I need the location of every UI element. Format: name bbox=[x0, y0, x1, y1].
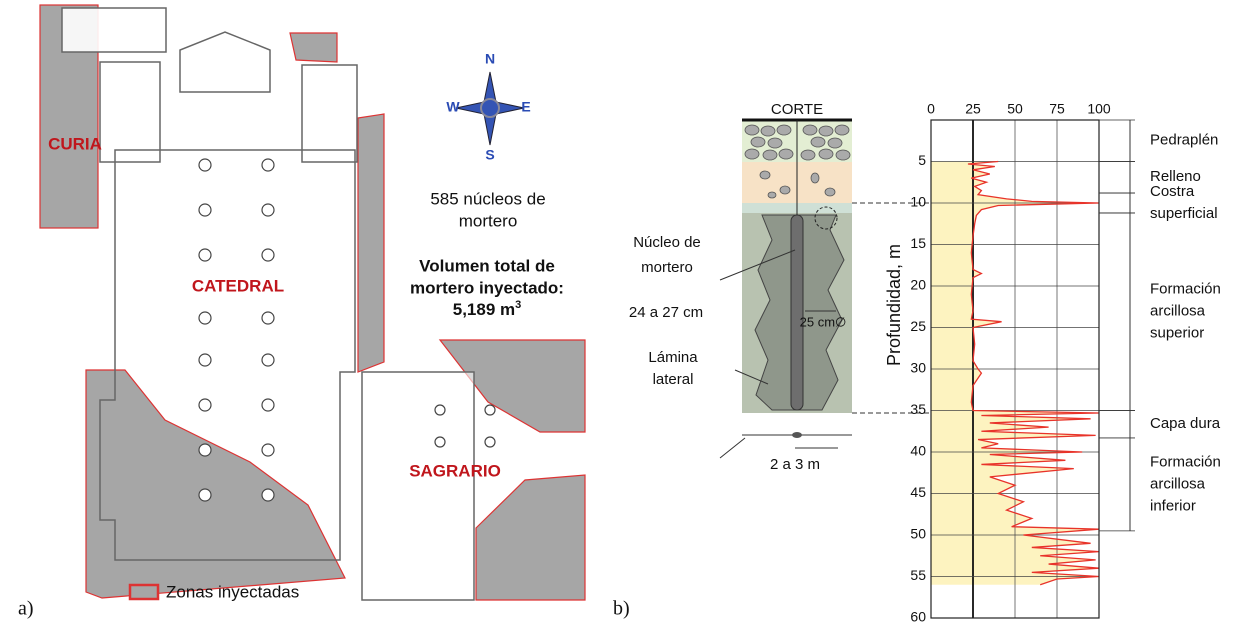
layer-label: Capa dura bbox=[1150, 415, 1221, 432]
zone-label: CATEDRAL bbox=[192, 276, 284, 295]
profile-chart: 0 25 50 75 100 5 10 15 20 25 30 35 40 45 50 55 60 Pedrapl… bbox=[910, 101, 1220, 625]
zone bbox=[290, 33, 337, 62]
x-tick-label: 0 bbox=[927, 101, 935, 117]
column-label: 24 a 27 cm bbox=[629, 304, 703, 321]
curia-outline bbox=[62, 8, 166, 52]
column-label: Lámina bbox=[648, 349, 698, 366]
compass: N S W E bbox=[446, 51, 530, 163]
layer-label: Formación bbox=[1150, 453, 1221, 470]
column-label: 25 cm∅ bbox=[800, 314, 847, 329]
layer-label: arcillosa bbox=[1150, 303, 1206, 320]
tower bbox=[302, 65, 357, 162]
y-tick-label: 40 bbox=[910, 443, 926, 459]
panel-label: a) bbox=[18, 598, 34, 620]
y-tick-label: 55 bbox=[910, 567, 926, 583]
legend-label: Zonas inyectadas bbox=[166, 582, 299, 601]
zone-label: SAGRARIO bbox=[409, 461, 501, 480]
volume: mortero inyectado: bbox=[410, 278, 564, 297]
zone bbox=[358, 114, 384, 372]
nave-outline bbox=[100, 150, 355, 560]
compass-w: W bbox=[446, 99, 460, 115]
compass-e: E bbox=[521, 99, 530, 115]
legend-swatch bbox=[130, 585, 158, 599]
apse bbox=[180, 32, 270, 92]
layer-label: superior bbox=[1150, 325, 1204, 342]
y-tick-label: 5 bbox=[918, 152, 926, 168]
x-tick-label: 75 bbox=[1049, 101, 1065, 117]
zone-label: CURIA bbox=[48, 134, 102, 153]
volume: 5,189 m3 bbox=[453, 299, 522, 320]
tower bbox=[100, 62, 160, 162]
note: mortero bbox=[459, 211, 518, 230]
column-label: Núcleo de bbox=[633, 234, 701, 251]
layer-label: superficial bbox=[1150, 205, 1218, 222]
layer-label: Pedraplén bbox=[1150, 132, 1218, 149]
panel-label: b) bbox=[613, 598, 630, 620]
column-label: lateral bbox=[653, 371, 694, 388]
y-tick-label: 25 bbox=[910, 318, 926, 334]
y-tick-label: 50 bbox=[910, 526, 926, 542]
y-tick-label: 35 bbox=[910, 401, 926, 417]
y-axis-label: Profundidad, m bbox=[884, 244, 904, 366]
volume: Volumen total de bbox=[419, 256, 555, 275]
layer-label: arcillosa bbox=[1150, 475, 1206, 492]
y-tick-label: 45 bbox=[910, 484, 926, 500]
column-label: mortero bbox=[641, 259, 693, 276]
column-label: 2 a 3 m bbox=[770, 456, 820, 473]
zone bbox=[476, 475, 585, 600]
compass-s: S bbox=[485, 147, 494, 163]
y-tick-label: 10 bbox=[910, 194, 926, 210]
y-tick-label: 30 bbox=[910, 360, 926, 376]
x-tick-label: 25 bbox=[965, 101, 981, 117]
y-tick-label: 60 bbox=[910, 609, 926, 625]
y-tick-label: 15 bbox=[910, 235, 926, 251]
x-tick-label: 100 bbox=[1087, 101, 1111, 117]
y-tick-label: 20 bbox=[910, 277, 926, 293]
figure: CURIA CATEDRAL SAGRARIO N S W E 585 núcl… bbox=[0, 0, 1234, 629]
volume-sup: 3 bbox=[515, 299, 521, 311]
volume-value: 5,189 m bbox=[453, 300, 515, 319]
note: 585 núcleos de bbox=[430, 189, 545, 208]
layer-label: Formación bbox=[1150, 281, 1221, 298]
compass-n: N bbox=[485, 51, 495, 67]
sagrario-outline bbox=[362, 372, 474, 600]
layer-label: Costra bbox=[1150, 183, 1195, 200]
layer-label: inferior bbox=[1150, 497, 1196, 514]
x-tick-label: 50 bbox=[1007, 101, 1023, 117]
section-title: CORTE bbox=[771, 101, 823, 118]
